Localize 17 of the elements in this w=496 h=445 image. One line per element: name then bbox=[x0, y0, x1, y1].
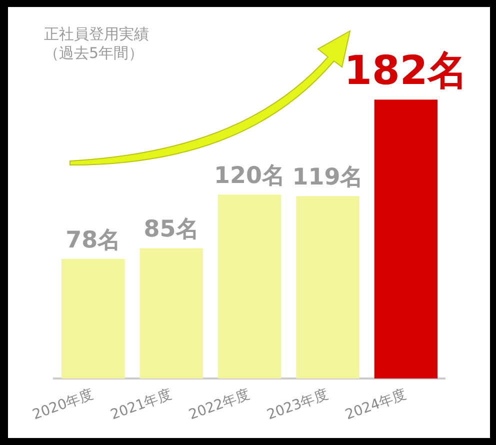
bar bbox=[374, 100, 438, 378]
x-tick-label: 2023年度 bbox=[265, 386, 330, 424]
data-label: 78名 bbox=[66, 227, 121, 254]
bar bbox=[140, 248, 203, 378]
chart-title: 正社員登用実績 bbox=[44, 25, 149, 44]
x-tick-label: 2021年度 bbox=[108, 386, 174, 424]
x-tick-label: 2024年度 bbox=[343, 386, 409, 424]
data-label: 182名 bbox=[344, 48, 468, 94]
x-tick-label: 2022年度 bbox=[186, 386, 252, 424]
x-tick-label: 2020年度 bbox=[30, 386, 96, 424]
data-label: 120名 bbox=[214, 163, 286, 190]
bar bbox=[62, 258, 125, 378]
chart-subtitle: （過去5年間） bbox=[44, 44, 145, 63]
bar bbox=[218, 194, 282, 378]
data-label: 119名 bbox=[292, 164, 364, 191]
bar bbox=[296, 196, 360, 378]
data-label: 85名 bbox=[144, 216, 199, 243]
